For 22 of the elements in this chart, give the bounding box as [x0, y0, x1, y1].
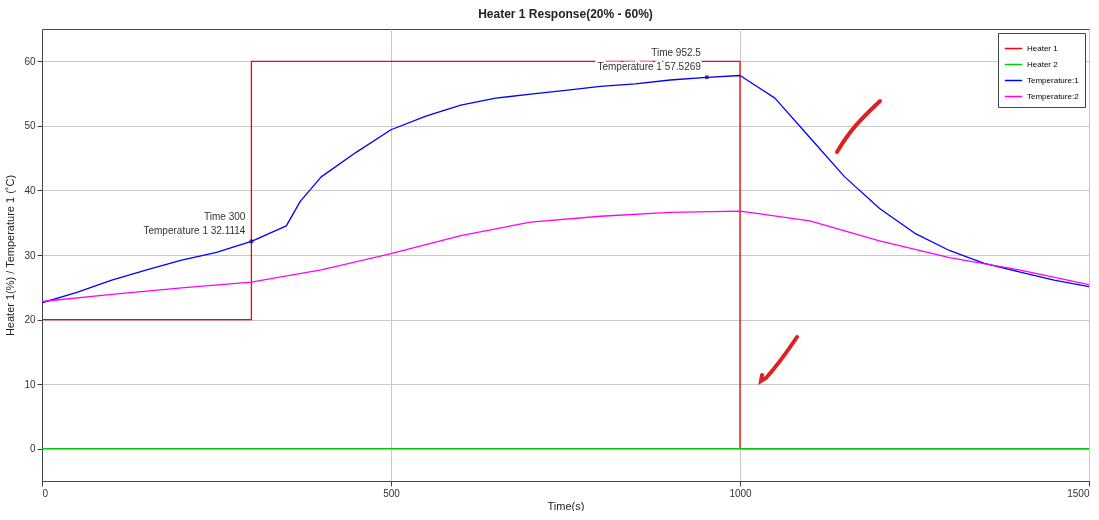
legend-label: Temperature:2: [1027, 91, 1080, 101]
y-tick-label: 10: [24, 378, 36, 390]
y-tick-label: 20: [24, 314, 36, 326]
x-tick-label: 1500: [1067, 487, 1090, 499]
annotation: Time 952.5 Temperature 1 57.5269: [597, 47, 702, 73]
chart-title: Heater 1 Response(20% - 60%): [478, 7, 653, 21]
annotation: Time 300 Temperature 1 32.1114: [143, 211, 246, 237]
y-tick-label: 50: [24, 120, 36, 132]
y-tick-label: 30: [24, 249, 36, 261]
x-tick-label: 0: [42, 487, 49, 499]
y-axis-title: Heater 1(%) / Temperature 1 (˚C): [4, 174, 17, 337]
x-tick-label: 1000: [729, 487, 753, 499]
y-tick-label: 60: [24, 55, 36, 67]
legend-label: Heater 2: [1027, 59, 1059, 69]
x-tick-label: 500: [383, 487, 401, 499]
legend-label: Temperature:1: [1027, 75, 1080, 85]
y-tick-label: 40: [24, 184, 36, 196]
legend-label: Heater 1: [1027, 43, 1059, 53]
x-axis-title: Time(s): [547, 499, 585, 512]
line-series: [42, 210, 1089, 303]
line-series: [42, 74, 1089, 304]
y-tick-label: 0: [29, 443, 36, 455]
